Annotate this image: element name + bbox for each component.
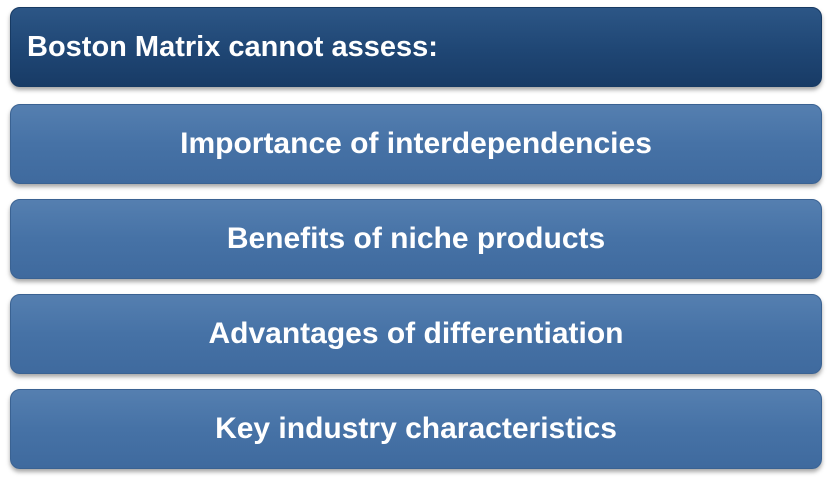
header-title: Boston Matrix cannot assess:: [27, 30, 438, 63]
limitation-box-interdependencies: Importance of interdependencies: [10, 104, 822, 184]
limitation-label: Importance of interdependencies: [180, 127, 652, 160]
limitation-label: Key industry characteristics: [215, 412, 617, 445]
limitation-box-industry-characteristics: Key industry characteristics: [10, 389, 822, 469]
limitation-label: Benefits of niche products: [226, 222, 606, 255]
limitation-label: Advantages of differentiation: [208, 317, 624, 350]
header-box: Boston Matrix cannot assess:: [10, 7, 822, 87]
limitation-box-niche-products: Benefits of niche products: [10, 199, 822, 279]
limitation-box-differentiation: Advantages of differentiation: [10, 294, 822, 374]
